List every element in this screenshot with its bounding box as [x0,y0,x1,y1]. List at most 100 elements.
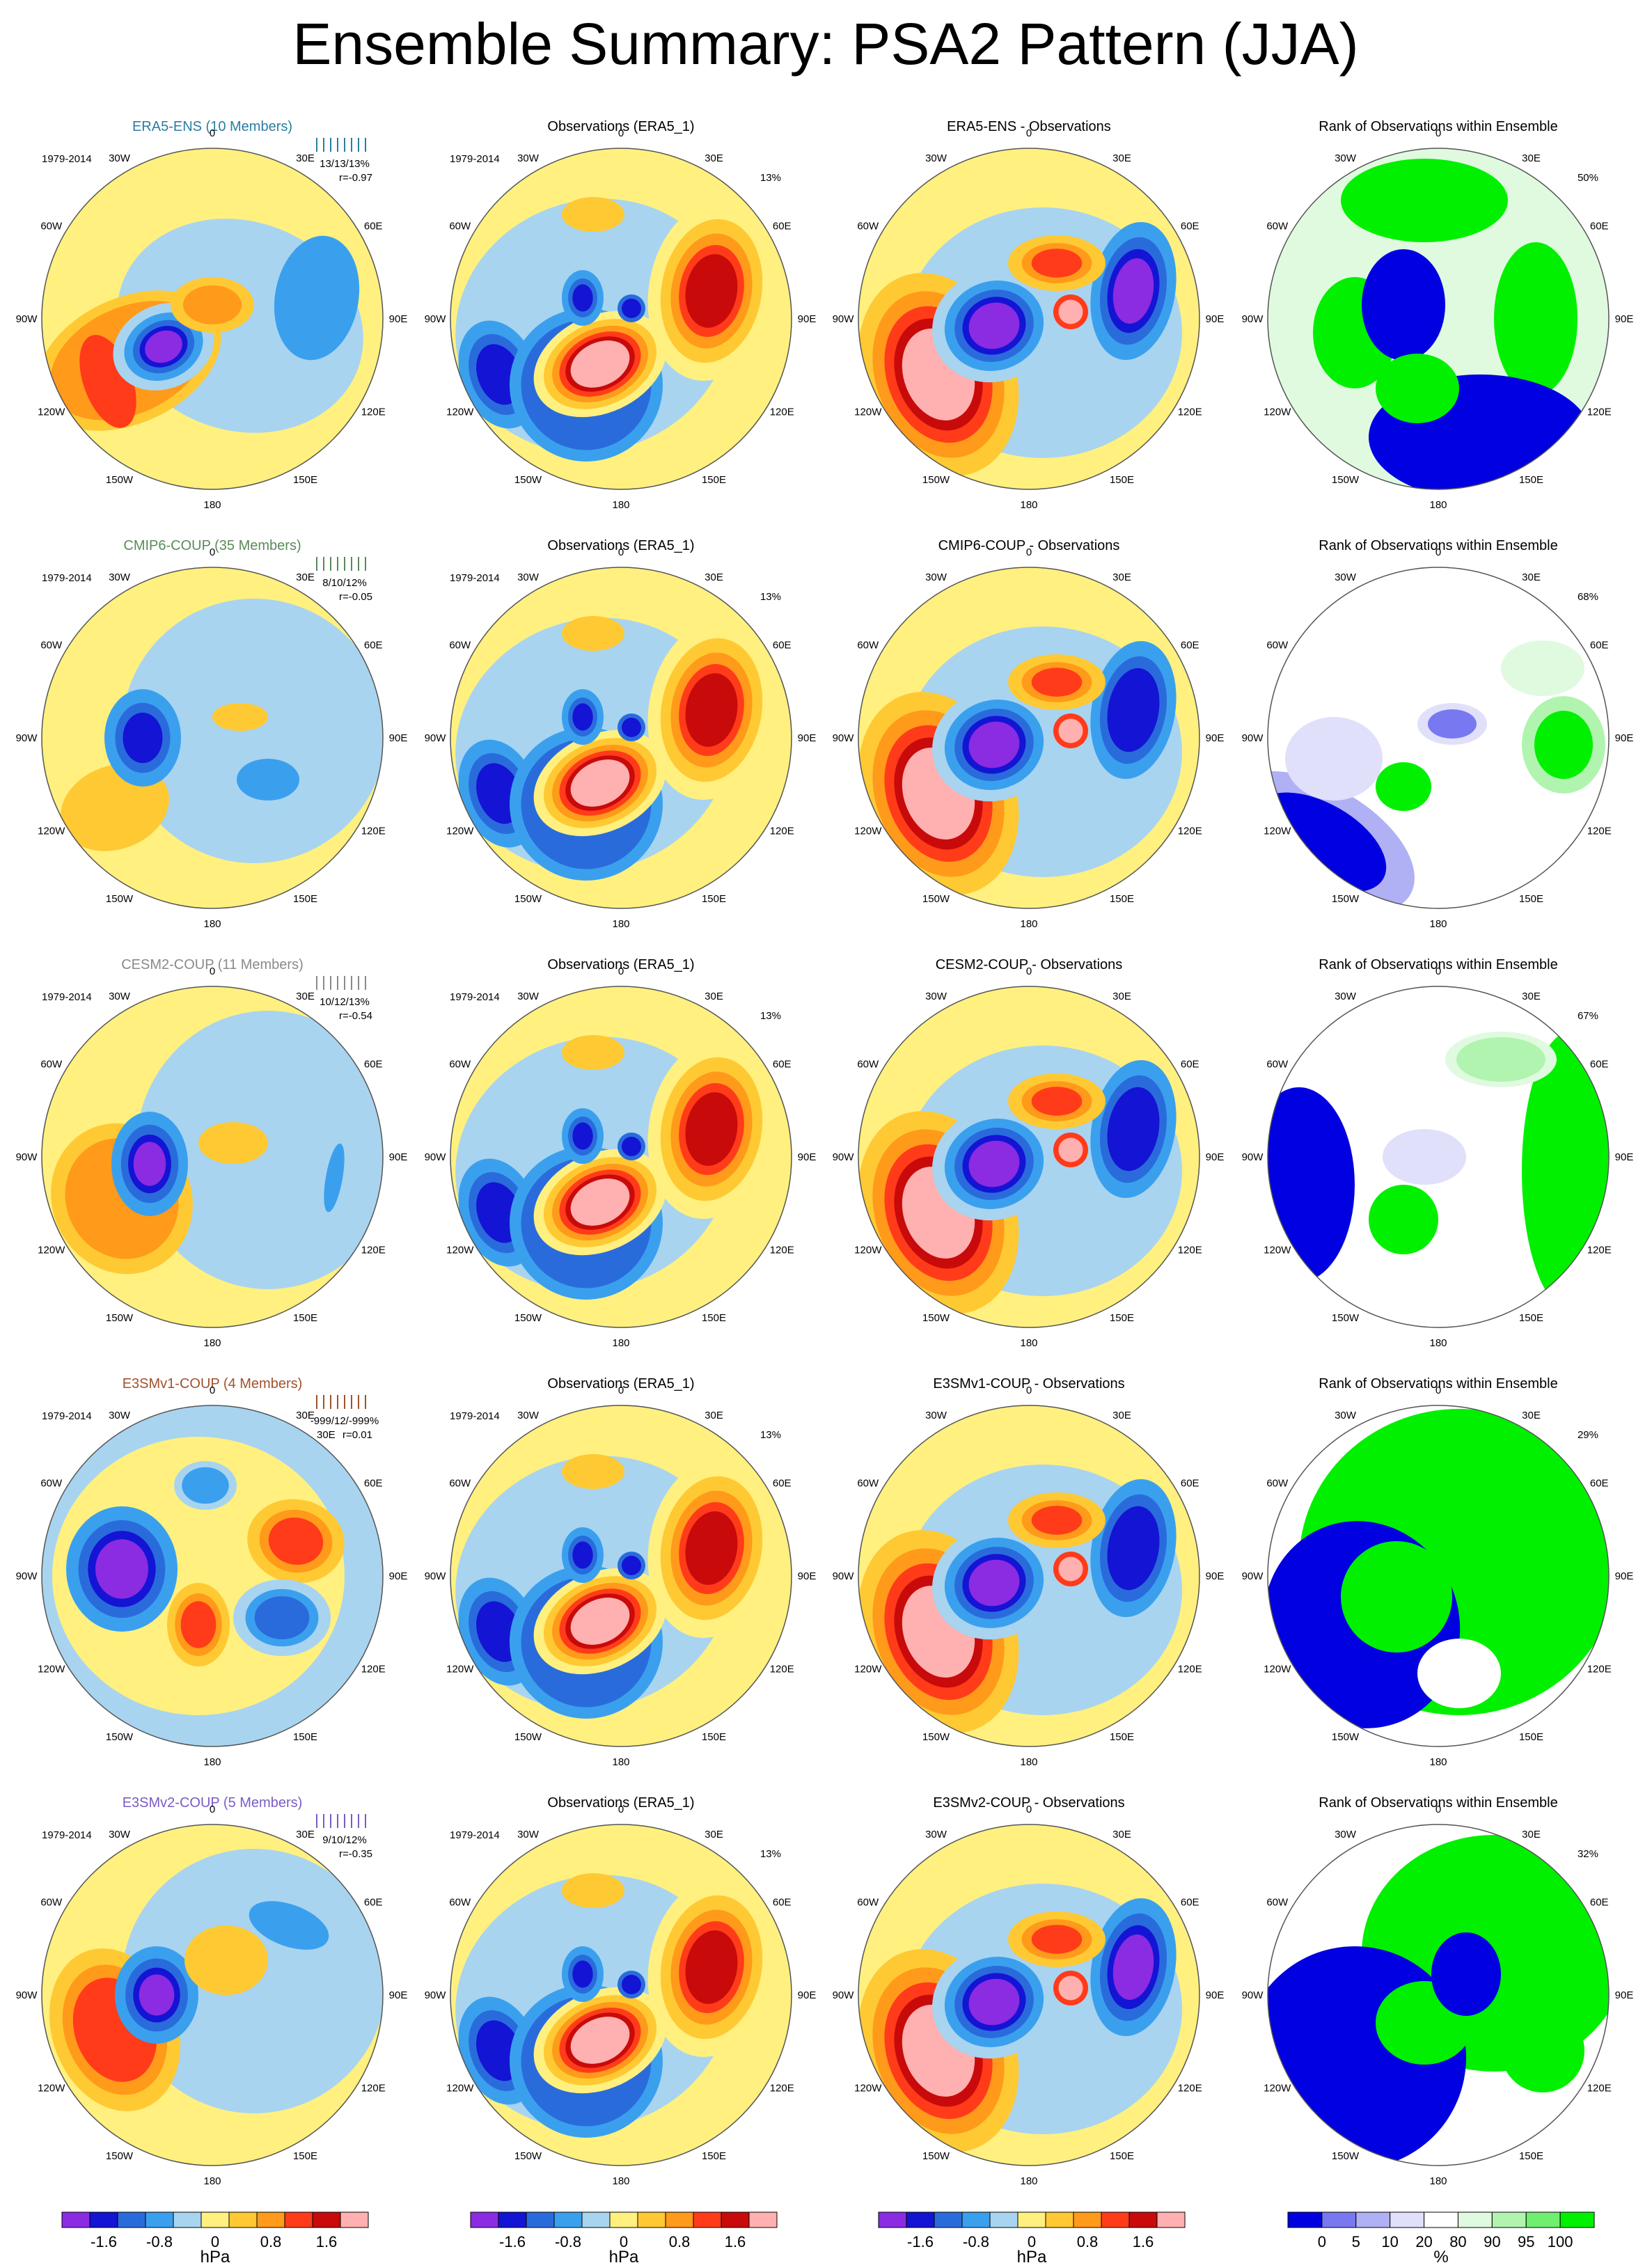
lon-label: 90W [1242,1570,1264,1582]
lon-label: 120E [770,1664,794,1675]
map-boundary [858,567,1200,909]
contour-level [1431,1932,1501,2016]
lon-label: 90W [16,313,38,325]
lon-label: 30W [517,152,540,164]
lon-label: 0 [210,1804,215,1815]
lon-label: 60E [1590,640,1609,652]
rank-title: Rank of Observations within Ensemble [1319,1795,1558,1811]
lon-label: 90W [1242,1989,1264,2001]
lon-label: 60W [857,640,879,652]
lon-label: 30W [109,991,131,1002]
contour-level [570,340,630,388]
field-mean [42,148,383,489]
contour-level [139,1974,175,2016]
colorbar-swatch [256,2211,285,2228]
lon-label: 90W [425,732,447,744]
lon-label: 150E [1519,2150,1543,2162]
lon-label: 90E [798,1989,817,2001]
lon-label: 60W [40,1478,63,1490]
lon-label: 60W [857,1478,879,1490]
field-rank [1268,1405,1609,1746]
colorbar-tick-label: -0.8 [963,2233,989,2250]
period-label: 1979-2014 [42,991,92,1003]
panel-observations: Observations (ERA5_1) 1979-2014 13% 0 30E 60E… [425,1376,817,1768]
lon-label: 180 [1020,1337,1037,1349]
lon-label: 60E [364,1059,383,1071]
map-boundary [1267,148,1610,490]
contour-level [1031,668,1083,697]
contour-level [1285,717,1383,801]
lon-label: 180 [203,1756,221,1768]
lon-label: 90W [425,1570,447,1582]
lon-label: 180 [1020,2175,1037,2187]
lon-label: 150E [293,2150,317,2162]
lon-label: 60E [364,640,383,652]
lon-label: 150W [1332,474,1360,486]
lon-label: 60W [857,1059,879,1071]
lon-label: 150W [514,1731,542,1743]
lon-label: 30W [109,152,131,164]
lon-label: 30W [925,1410,947,1421]
lon-label: 30W [1335,991,1357,1002]
map-boundary [1267,567,1610,909]
lon-label: 120W [1264,1664,1291,1675]
rank-percent-label: 32% [1578,1848,1598,1860]
lon-label: 150E [293,474,317,486]
contour-level [1341,1541,1452,1653]
colorbar-tick-label: -0.8 [146,2233,173,2250]
colorbar-tick-label: 1.6 [725,2233,746,2250]
colorbar-swatch [553,2211,583,2228]
lon-label: 0 [1435,965,1441,977]
colorbar-swatch [200,2211,230,2228]
colorbar-swatch [312,2211,341,2228]
obs-title: Observations (ERA5_1) [547,538,694,553]
map-boundary [450,148,792,490]
lon-label: 120W [854,407,882,418]
lon-label: 60W [449,640,471,652]
contour-level [1369,1185,1438,1254]
contour-level [95,1539,148,1599]
lon-label: 120E [1178,1245,1202,1256]
contour-level [274,235,360,361]
lon-label: 0 [618,546,624,558]
lon-label: 120E [770,2083,794,2095]
contour-level [1383,1129,1466,1185]
lon-label: 60W [40,1897,63,1909]
colorbar-swatch [526,2211,555,2228]
lon-label: 30W [517,1410,540,1421]
lon-label: 60W [449,221,471,232]
contour-level [133,1142,166,1186]
lon-label: 120E [1587,826,1612,837]
contour-level [685,1511,738,1585]
period-label: 1979-2014 [450,153,500,165]
contour-level [685,1092,738,1166]
correlation-label: r=0.01 [343,1429,372,1441]
colorbar-swatch [1424,2211,1458,2228]
colorbar-hpa: -1.6 -0.8 0 0.8 1.6 hPa [878,2211,1186,2263]
lon-label: 60E [773,1059,792,1071]
colorbar-rank: 0 5 10 20 80 90 95 100% [1287,2211,1595,2263]
contour-level [212,703,268,731]
contour-level [145,330,182,363]
obs-percent-label: 13% [760,1010,781,1022]
contour-level [1107,668,1160,752]
colorbar-swatch [748,2211,778,2228]
lon-label: 150E [1519,474,1543,486]
map-boundary [41,986,384,1328]
lon-label: 0 [1026,546,1032,558]
lon-label: 150W [922,474,950,486]
lon-label: 30E [1522,1829,1541,1840]
lon-label: 120W [1264,1245,1291,1256]
lon-label: 30E [705,991,723,1002]
lon-label: 30W [1335,1829,1357,1840]
contour-level [1494,242,1578,395]
lon-label: 180 [1020,1756,1037,1768]
lon-label: 120E [361,826,386,837]
lon-label: 60W [449,1059,471,1071]
contour-level [572,1960,593,1988]
colorbar-tick-label: 100 [1548,2233,1573,2250]
field-mean [42,567,383,908]
lon-label: 90E [798,1151,817,1163]
rank-title: Rank of Observations within Ensemble [1319,1376,1558,1391]
